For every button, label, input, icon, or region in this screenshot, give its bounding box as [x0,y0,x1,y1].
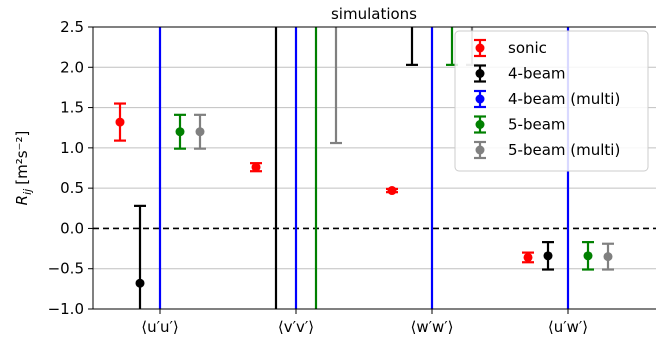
legend-swatch-marker [475,94,485,104]
y-axis-label-unit: [m²s⁻²] [13,131,31,185]
legend-label: 4-beam [508,65,566,83]
legend-label: sonic [508,39,547,57]
x-tick-label: ⟨w′w′⟩ [410,318,453,336]
y-axis-label: Rij [m²s⁻²] [13,131,34,206]
x-tick-label: ⟨v′v′⟩ [278,318,314,336]
data-point [583,251,593,261]
y-axis-label-subscript: ij [21,188,34,195]
y-tick-label: 0.0 [60,219,84,237]
legend-label: 5-beam (multi) [508,141,620,159]
legend-swatch-marker [475,43,485,53]
data-point [543,251,553,261]
y-tick-label: 2.0 [60,58,84,76]
data-point [603,252,613,262]
legend-swatch-marker [475,69,485,78]
legend-box [454,30,649,172]
y-tick-label: 2.5 [60,18,84,36]
data-point [135,278,145,288]
data-point [195,127,205,137]
data-point [523,252,533,262]
data-point [387,186,397,196]
x-tick-label: ⟨u′u′⟩ [141,318,179,336]
data-point [251,162,261,172]
legend-swatch-marker [475,145,485,155]
y-tick-label: −1.0 [48,300,84,318]
y-tick-label: 1.5 [60,99,84,117]
axes [92,26,656,310]
legend: sonic 4-beam 4-beam (multi) 5-beam 5-beam (m… [454,30,649,172]
y-axis-label-base: R [13,195,31,205]
legend-swatch-marker [475,120,485,129]
data-point [115,117,125,127]
y-tick-label: 1.0 [60,139,84,157]
y-tick-label: −0.5 [48,260,84,278]
data-point [175,127,185,137]
legend-label: 5-beam [508,116,566,134]
x-tick-label: ⟨u′w′⟩ [548,318,588,336]
legend-label: 4-beam (multi) [508,90,620,108]
y-tick-label: 0.5 [60,179,84,197]
chart-title: simulations [331,5,417,23]
ticks: −1.0 −0.5 0.0 0.5 1.0 1.5 2.0 2.5 ⟨u′u′⟩ ⟨v′v′⟩ ⟨w… [48,18,589,336]
